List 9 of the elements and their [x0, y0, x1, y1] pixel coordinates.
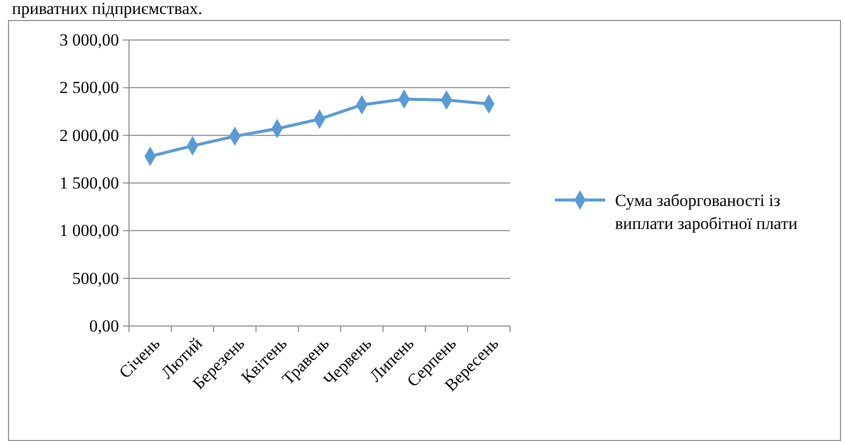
y-tick-label: 2 500,00: [60, 78, 119, 98]
y-tick-label: 3 000,00: [60, 30, 119, 50]
y-tick-label: 0,00: [89, 316, 119, 336]
y-tick-label: 2 000,00: [60, 126, 119, 145]
y-tick-label: 1 000,00: [60, 221, 119, 240]
y-tick-label: 1 500,00: [60, 173, 119, 192]
y-tick-label: 500,00: [72, 268, 119, 288]
text: приватних підприємствах.: [12, 0, 202, 18]
legend-label: Сума заборгованості із виплати заробітної плати: [615, 191, 798, 233]
